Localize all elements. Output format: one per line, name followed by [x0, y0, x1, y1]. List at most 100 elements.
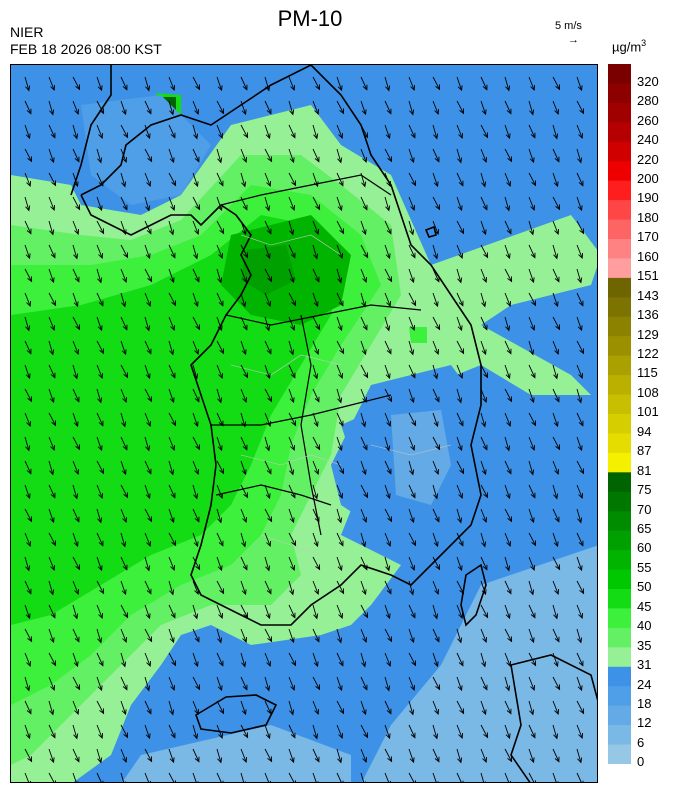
legend-swatch [608, 433, 631, 454]
wind-arrow-icon [24, 628, 33, 643]
wind-arrow-icon [288, 652, 297, 667]
wind-arrow-icon [408, 556, 416, 571]
wind-arrow-icon [408, 412, 417, 427]
wind-arrow-icon [192, 100, 200, 115]
wind-arrow-icon [168, 724, 176, 739]
wind-arrow-icon [360, 340, 367, 356]
wind-arrow-icon [504, 124, 511, 140]
wind-arrow-icon [264, 652, 272, 667]
wind-arrow-icon [384, 556, 391, 572]
wind-arrow-icon [360, 724, 369, 739]
wind-arrow-icon [528, 196, 536, 211]
wind-arrow-icon [192, 700, 200, 715]
wind-arrow-icon [312, 628, 320, 643]
wind-arrow-icon [216, 652, 224, 667]
wind-arrow-icon [480, 124, 489, 139]
wind-arrow-icon [384, 148, 393, 163]
wind-arrow-icon [456, 124, 464, 139]
wind-arrow-icon [384, 748, 393, 763]
wind-arrow-icon [72, 436, 81, 451]
wind-arrow-icon [312, 316, 321, 331]
wind-arrow-icon [72, 652, 79, 668]
wind-arrow-icon [168, 748, 175, 764]
wind-arrow-icon [96, 676, 103, 692]
wind-arrow-icon [48, 748, 55, 764]
wind-arrow-icon [72, 484, 79, 500]
wind-arrow-icon [240, 508, 248, 523]
wind-arrow-icon [528, 772, 536, 782]
wind-arrow-icon [240, 436, 248, 451]
wind-arrow-icon [144, 100, 152, 115]
wind-arrow-icon [72, 292, 79, 308]
wind-arrow-icon [456, 532, 464, 547]
wind-reference-arrow-icon: → [568, 34, 579, 46]
wind-arrow-icon [120, 244, 129, 259]
wind-arrow-icon [576, 220, 585, 235]
wind-arrow-icon [240, 556, 248, 571]
wind-arrow-icon [96, 316, 103, 332]
wind-arrow-icon [192, 412, 199, 428]
unit-base: µg/m [612, 39, 642, 55]
wind-arrow-icon [120, 700, 127, 716]
wind-arrow-icon [240, 100, 247, 116]
wind-arrow-icon [528, 676, 536, 691]
wind-arrow-icon [528, 124, 536, 139]
wind-arrow-icon [144, 556, 151, 572]
wind-arrow-icon [336, 172, 344, 187]
wind-arrow-icon [384, 244, 391, 260]
wind-arrow-icon [432, 724, 439, 740]
legend-label: 60 [637, 540, 652, 556]
wind-arrow-icon [48, 652, 57, 667]
wind-arrow-icon [480, 172, 487, 188]
wind-arrow-icon [96, 124, 104, 139]
wind-arrow-icon [504, 412, 512, 427]
wind-arrow-icon [48, 268, 55, 284]
color-legend [608, 64, 631, 764]
legend-label: 40 [637, 618, 652, 634]
wind-arrow-icon [144, 316, 151, 332]
wind-arrow-icon [72, 388, 80, 403]
wind-arrow-icon [432, 676, 441, 691]
wind-arrow-icon [288, 748, 295, 764]
wind-arrow-icon [216, 292, 224, 307]
wind-arrow-icon [552, 196, 561, 211]
wind-arrow-icon [192, 556, 201, 571]
wind-arrow-icon [552, 484, 559, 500]
wind-arrow-icon [360, 484, 369, 499]
wind-arrow-icon [288, 196, 296, 211]
wind-arrow-icon [528, 244, 536, 259]
wind-arrow-icon [456, 724, 464, 739]
wind-arrow-icon [456, 652, 464, 667]
wind-arrow-icon [216, 508, 223, 524]
pm10-map[interactable] [10, 64, 598, 783]
wind-arrow-icon [96, 484, 104, 499]
wind-arrow-icon [384, 700, 392, 715]
legend-swatch [608, 725, 631, 746]
wind-arrow-icon [96, 652, 104, 667]
wind-arrow-icon [552, 172, 559, 188]
wind-arrow-icon [528, 100, 535, 116]
legend-label: 65 [637, 520, 652, 536]
wind-arrow-icon [528, 436, 536, 451]
wind-arrow-icon [264, 220, 272, 235]
wind-arrow-icon [48, 580, 55, 596]
wind-arrow-icon [336, 508, 343, 524]
wind-arrow-icon [552, 364, 559, 380]
wind-arrow-icon [264, 244, 271, 260]
wind-arrow-icon [336, 652, 344, 667]
wind-arrow-icon [528, 340, 535, 356]
wind-arrow-icon [144, 700, 152, 715]
wind-arrow-icon [144, 436, 151, 452]
wind-arrow-icon [264, 76, 271, 92]
wind-arrow-icon [480, 76, 488, 91]
wind-arrow-icon [408, 196, 416, 211]
wind-arrow-icon [96, 148, 103, 164]
wind-arrow-icon [24, 316, 31, 332]
wind-arrow-icon [480, 196, 488, 211]
legend-swatch [608, 414, 631, 434]
wind-arrow-icon [72, 532, 79, 548]
wind-arrow-icon [312, 76, 321, 91]
wind-arrow-icon [480, 772, 487, 782]
wind-arrow-icon [408, 652, 417, 667]
wind-arrow-icon [456, 100, 465, 115]
